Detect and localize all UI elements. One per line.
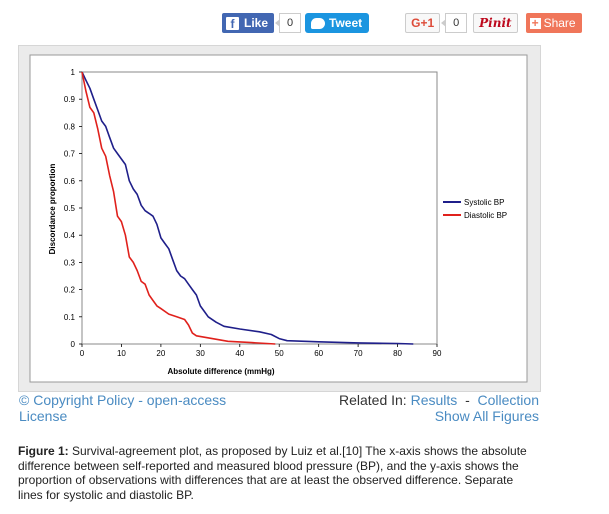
- share-button[interactable]: + Share: [525, 13, 582, 33]
- facebook-icon: f: [226, 16, 239, 31]
- x-tick-label: 20: [156, 349, 165, 358]
- pinterest-button[interactable]: Pinit: [473, 13, 518, 33]
- y-axis-title: Discordance proportion: [48, 164, 57, 255]
- x-tick-label: 70: [354, 349, 363, 358]
- y-tick-label: 1: [71, 68, 76, 77]
- gplus-count: 0: [441, 13, 468, 33]
- related-separator: -: [465, 392, 470, 408]
- series-group: [81, 71, 414, 345]
- related-label: Related In:: [338, 392, 407, 408]
- y-tick-label: 0.9: [64, 95, 76, 104]
- share-bar: f Like 0 Tweet G+1 0 Pinit + Share: [222, 12, 582, 34]
- legend-label-systolic: Systolic BP: [464, 198, 504, 207]
- diastolic-series-line[interactable]: [81, 71, 276, 345]
- related-in: Related In: Results - Collection Show Al…: [339, 392, 539, 424]
- google-plus-button[interactable]: G+1: [405, 13, 441, 33]
- plus-icon: +: [529, 15, 541, 30]
- x-tick-label: 0: [80, 349, 85, 358]
- tweet-button[interactable]: Tweet: [305, 13, 370, 33]
- share-label: Share: [543, 16, 576, 30]
- y-tick-label: 0.2: [64, 286, 76, 295]
- collection-link[interactable]: Collection: [477, 392, 539, 408]
- like-count: 0: [275, 13, 302, 33]
- survival-agreement-chart[interactable]: 0 10 20 30 40 50 60 70 80 90 0 0.1 0.2 0.3 0.4 0.5 0.6 0.…: [18, 45, 539, 390]
- figure-caption: Figure 1: Survival-agreement plot, as pr…: [18, 444, 538, 502]
- copyright-text[interactable]: © Copyright Policy - open-access License: [19, 392, 227, 424]
- legend: Systolic BP Diastolic BP: [443, 198, 507, 220]
- x-tick-label: 80: [393, 349, 402, 358]
- legend-label-diastolic: Diastolic BP: [464, 211, 507, 220]
- like-label: Like: [244, 16, 269, 30]
- y-tick-label: 0.8: [64, 122, 76, 131]
- y-tick-label: 0.4: [64, 231, 76, 240]
- x-tick-label: 60: [314, 349, 323, 358]
- caption-text: Survival-agreement plot, as proposed by …: [18, 444, 527, 502]
- y-tick-label: 0.5: [64, 204, 76, 213]
- axes: 0 10 20 30 40 50 60 70 80 90 0 0.1 0.2 0.3 0.4 0.5 0.6 0.…: [64, 68, 442, 358]
- x-axis-title: Absolute difference (mmHg): [167, 367, 274, 376]
- y-tick-label: 0.6: [64, 177, 76, 186]
- y-tick-label: 0.3: [64, 258, 76, 267]
- y-tick-label: 0.1: [64, 313, 76, 322]
- copyright-link[interactable]: © Copyright Policy - open-access License: [19, 392, 239, 424]
- x-tick-label: 40: [235, 349, 244, 358]
- results-link[interactable]: Results: [410, 392, 458, 408]
- systolic-series-line[interactable]: [81, 71, 414, 345]
- x-tick-label: 90: [433, 349, 442, 358]
- x-tick-label: 50: [275, 349, 284, 358]
- plot-area: [81, 71, 438, 345]
- tweet-label: Tweet: [329, 16, 363, 30]
- facebook-like-button[interactable]: f Like: [222, 13, 275, 33]
- y-tick-label: 0: [71, 340, 76, 349]
- y-tick-label: 0.7: [64, 150, 76, 159]
- caption-label: Figure 1:: [18, 444, 69, 458]
- x-tick-label: 10: [117, 349, 126, 358]
- twitter-bird-icon: [311, 17, 326, 29]
- x-tick-label: 30: [196, 349, 205, 358]
- show-all-figures-link[interactable]: Show All Figures: [434, 408, 539, 424]
